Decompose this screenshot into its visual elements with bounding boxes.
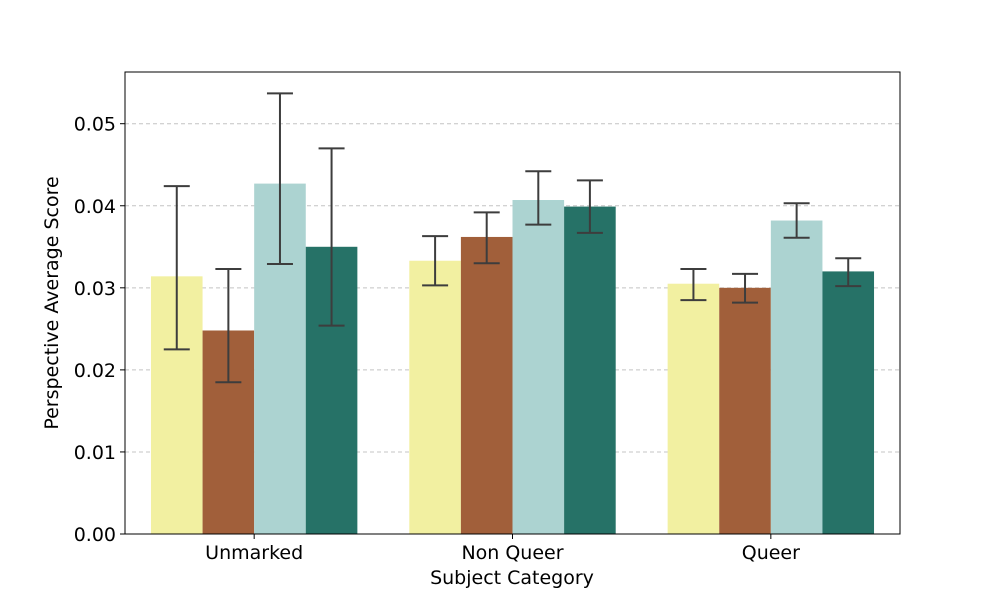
bar <box>512 200 565 534</box>
x-axis-label: Subject Category <box>430 567 594 589</box>
bar <box>822 271 875 534</box>
bar <box>770 220 823 535</box>
bar <box>460 236 513 534</box>
bar <box>564 206 616 534</box>
y-tick-label: 0.01 <box>74 442 116 464</box>
bars <box>150 183 875 535</box>
x-tick-label: Unmarked <box>205 542 303 564</box>
bar <box>667 283 720 534</box>
error-bars <box>163 92 862 384</box>
bar <box>719 287 771 534</box>
y-tick-label: 0.02 <box>74 360 116 382</box>
y-tick-label: 0.00 <box>74 524 116 546</box>
y-axis-ticks: 0.00 0.01 0.02 0.03 0.04 0.05 <box>74 114 125 546</box>
x-tick-label: Non Queer <box>461 542 563 564</box>
y-axis-label: Perspective Average Score <box>41 176 63 429</box>
y-tick-label: 0.04 <box>74 196 116 218</box>
bar <box>409 260 461 534</box>
y-tick-label: 0.03 <box>74 278 116 300</box>
y-tick-label: 0.05 <box>74 114 116 136</box>
x-tick-label: Queer <box>742 542 800 564</box>
x-axis-ticks: Unmarked Non Queer Queer <box>205 534 800 564</box>
